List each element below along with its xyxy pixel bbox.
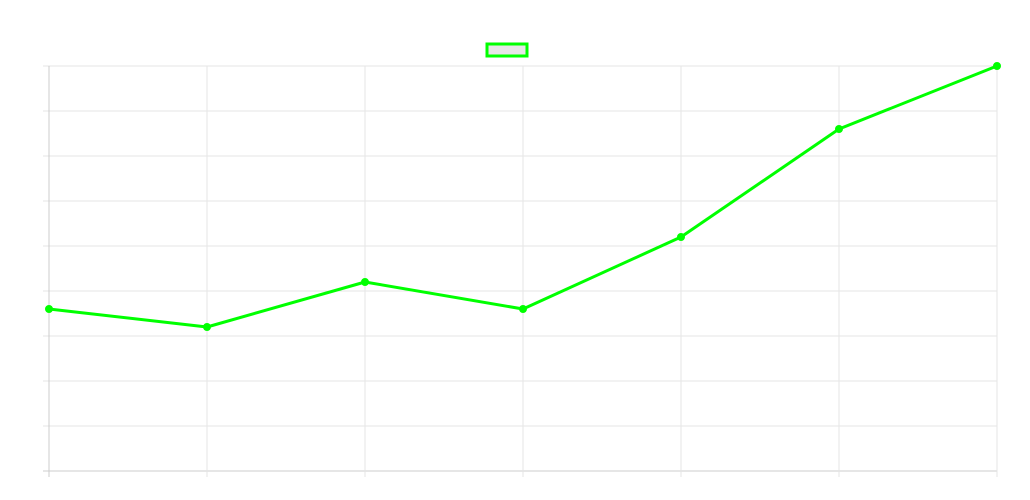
data-point xyxy=(519,305,527,313)
data-point xyxy=(993,62,1001,70)
legend-swatch xyxy=(485,42,529,58)
data-point xyxy=(361,278,369,286)
data-point xyxy=(835,125,843,133)
data-point xyxy=(677,233,685,241)
data-point xyxy=(203,323,211,331)
data-point xyxy=(45,305,53,313)
